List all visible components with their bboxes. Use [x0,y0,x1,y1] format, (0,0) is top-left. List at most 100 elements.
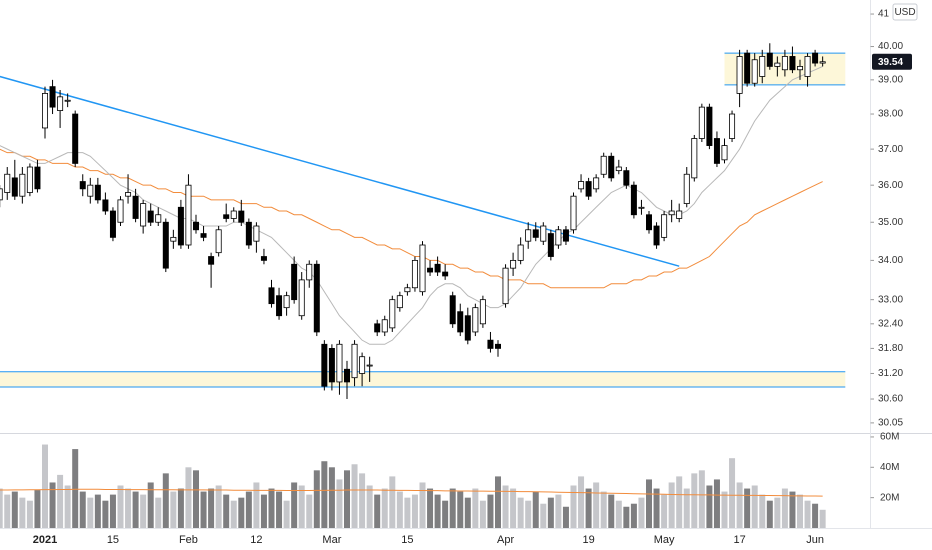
volume-bar [789,491,796,528]
volume-bar [283,500,290,528]
candle-body [744,52,751,84]
volume-bar [321,461,328,528]
volume-bar [389,476,396,528]
candle-body [547,233,554,257]
volume-bar [797,494,803,528]
volume-bar [630,503,637,528]
volume-bar [774,497,781,528]
candle-body [623,170,630,186]
candle-body [102,199,109,212]
volume-bar [79,491,86,528]
x-tick-label: 15 [401,534,413,546]
candle-body [0,188,3,201]
volume-bar [208,488,215,528]
volume-bar [26,500,33,528]
volume-bar [344,470,350,528]
y-tick-label: 31.20 [878,368,903,379]
volume-bar [253,482,260,528]
candle-body [713,138,720,164]
last-price-box [872,53,912,70]
candle-body [328,348,335,383]
candle-body [804,56,811,77]
volume-bar [419,482,426,528]
volume-bar [109,494,116,528]
volume-bar [306,494,313,528]
candle-body [283,295,290,309]
moving-average [0,148,823,289]
moving-average [0,65,823,345]
volume-bar [140,494,147,528]
candle-body [593,177,600,190]
volume-bar [49,482,56,528]
volume-bar [449,488,456,528]
candle-body [162,221,169,269]
volume-bar [72,449,79,528]
volume-bar [276,491,283,528]
candle-body [442,271,449,277]
y-tick-label: 40.00 [878,41,903,52]
volume-bar [94,494,101,528]
volume-bar [457,491,464,528]
candle-body [676,210,683,219]
volume-bar [230,500,237,528]
candle-body [449,295,456,325]
candle-body [230,210,237,219]
y-tick-label: 36.00 [878,180,903,191]
candle-body [223,214,230,219]
candle-body [427,267,434,273]
candle-body [638,206,645,209]
candle-body [359,356,366,374]
candle-body [343,368,350,383]
volume-bar [125,488,132,528]
candle-body [276,295,283,317]
candle-body [540,225,547,242]
candle-body [532,229,539,238]
candle-body [457,311,464,333]
volume-bar [427,488,434,528]
candle-body [109,210,116,238]
candle-body [797,66,804,71]
volume-bar [472,488,479,528]
candle-body [472,307,479,333]
candle-body [245,221,252,246]
candle-body [729,113,736,139]
volume-bar [517,497,524,528]
candle-body [502,267,509,305]
candle-body [49,86,56,108]
volume-bar [87,497,94,528]
volume-bar [578,476,585,528]
candle-body [170,236,177,242]
volume-bar [351,464,358,528]
volume-bar [744,488,751,528]
candle-body [479,299,486,325]
candle-body [646,214,653,231]
volume-bar [502,485,509,528]
candle-body [600,155,607,175]
candle-body [389,299,396,329]
volume-bar [162,473,169,528]
candle-body [238,210,245,223]
volume-bar [615,500,622,528]
volume-bar [661,494,668,528]
candle-body [374,323,381,333]
candle-body [812,52,819,64]
candle-body [306,263,313,281]
volume-bar [600,491,607,528]
zone [0,371,846,388]
volume-bar [819,509,826,528]
candle-body [698,106,705,139]
volume-bar [766,500,773,528]
volume-bar [381,488,388,528]
volume-bar [374,494,381,528]
x-tick-label: 15 [107,534,119,546]
candle-body [683,173,690,204]
volume-bar [434,494,441,528]
candle-body [26,166,33,193]
candle-body [140,203,147,227]
candle-body [721,145,728,161]
volume-bar [245,491,252,528]
volume-bar [313,470,320,528]
candle-body [766,52,773,67]
volume-bar [729,458,736,528]
